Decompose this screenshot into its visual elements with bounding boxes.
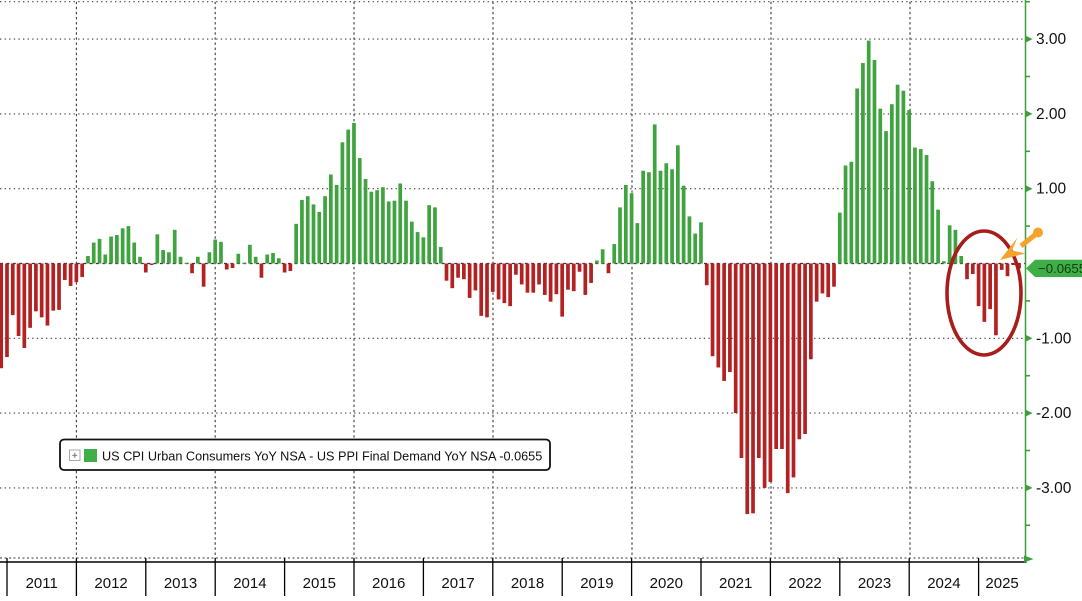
svg-text:2011: 2011 [26, 575, 58, 592]
svg-text:2024: 2024 [927, 575, 960, 592]
svg-text:2016: 2016 [372, 575, 405, 592]
svg-text:2013: 2013 [164, 575, 197, 592]
svg-text:US CPI Urban Consumers YoY NSA: US CPI Urban Consumers YoY NSA - US PPI … [102, 450, 542, 464]
svg-text:2014: 2014 [233, 575, 266, 592]
svg-text:2021: 2021 [719, 575, 752, 592]
svg-text:2017: 2017 [441, 575, 474, 592]
svg-text:-2.00: -2.00 [1036, 405, 1072, 422]
svg-text:2025: 2025 [985, 575, 1018, 592]
svg-text:2012: 2012 [94, 575, 127, 592]
svg-text:−0.0655: −0.0655 [1038, 261, 1082, 276]
svg-text:1.00: 1.00 [1036, 181, 1067, 198]
svg-text:2020: 2020 [650, 575, 683, 592]
svg-text:2.00: 2.00 [1036, 106, 1067, 123]
svg-text:3.00: 3.00 [1036, 31, 1067, 48]
svg-text:2023: 2023 [858, 575, 891, 592]
svg-text:2019: 2019 [580, 575, 613, 592]
svg-text:-3.00: -3.00 [1036, 480, 1072, 497]
svg-text:2018: 2018 [511, 575, 544, 592]
svg-text:2022: 2022 [788, 575, 821, 592]
svg-text:-1.00: -1.00 [1036, 330, 1072, 347]
svg-text:2015: 2015 [303, 575, 336, 592]
